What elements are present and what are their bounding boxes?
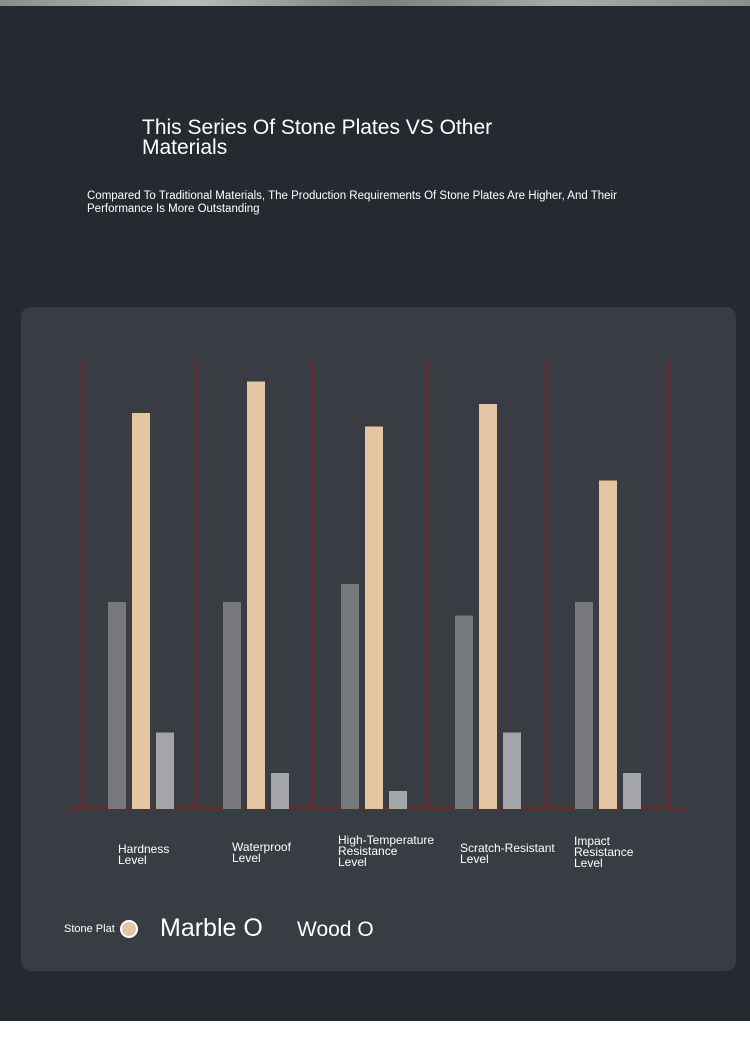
top-image-strip: [0, 0, 750, 6]
page-subtitle: Compared To Traditional Materials, The P…: [87, 190, 617, 215]
legend-stone-marker[interactable]: [120, 920, 138, 938]
legend-marble-label: Marble O: [160, 914, 263, 942]
bar: [575, 602, 593, 809]
x-tick-label: Waterproof Level: [232, 840, 291, 865]
bar: [108, 602, 126, 809]
bar: [599, 480, 617, 809]
x-tick-label: Scratch-Resistant Level: [460, 841, 555, 866]
bar: [132, 413, 150, 809]
bar: [223, 602, 241, 809]
bar: [247, 381, 265, 809]
x-tick-label: Impact Resistance Level: [574, 834, 634, 870]
legend-wood-label: Wood O: [297, 918, 374, 941]
bar: [389, 791, 407, 809]
x-tick-label: High-Temperature Resistance Level: [338, 833, 435, 869]
bar: [503, 732, 521, 809]
legend-stone-label: Stone Plat: [64, 923, 115, 935]
bar: [271, 773, 289, 809]
bar: [623, 773, 641, 809]
bar: [341, 584, 359, 809]
page-background: This Series Of Stone Plates VS Other Mat…: [0, 0, 750, 1021]
chart-legend: Stone Plat Marble O Wood O: [64, 914, 464, 946]
bar: [479, 404, 497, 809]
bar: [156, 732, 174, 809]
bar: [365, 426, 383, 809]
bar-chart: [69, 359, 685, 810]
x-tick-label: Hardness Level: [118, 842, 170, 867]
bar: [455, 615, 473, 809]
page-title: This Series Of Stone Plates VS Other Mat…: [142, 116, 493, 159]
